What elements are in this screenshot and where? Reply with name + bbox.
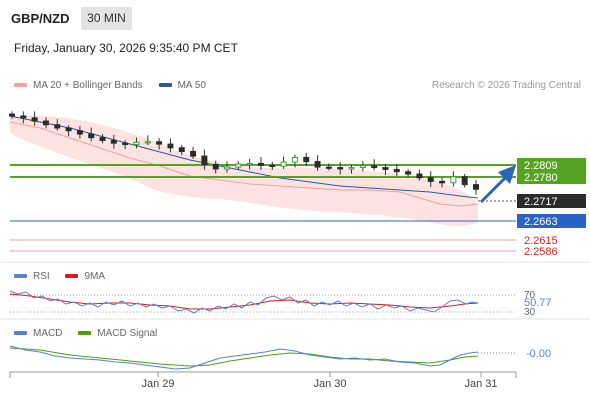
- level-box-2809: [517, 158, 586, 172]
- candle-body: [348, 167, 355, 170]
- candle-body: [167, 143, 174, 149]
- candle-body: [337, 167, 344, 170]
- candle-body: [461, 176, 468, 186]
- candle-body: [31, 117, 38, 122]
- legend-rsi-label: RSI: [33, 271, 50, 282]
- candle-body: [54, 124, 61, 129]
- candle-body: [314, 161, 321, 168]
- legend-9ma: 9MA: [65, 271, 105, 282]
- candle-body: [371, 165, 378, 169]
- macd-signal-line: [9, 347, 479, 367]
- candle-body: [257, 162, 264, 166]
- trend-arrow-shaft: [479, 172, 511, 204]
- candle-body: [88, 133, 95, 139]
- candle-body: [178, 147, 185, 152]
- pivot-box-2663: [517, 214, 586, 228]
- rsi-tick-70: 70: [524, 290, 536, 301]
- candle-body: [201, 155, 208, 165]
- candle-body: [212, 163, 219, 170]
- candle-body: [144, 141, 151, 144]
- ma50-swatch-icon: [158, 83, 172, 88]
- support-label-2586: 2.2586: [524, 246, 558, 258]
- candle-body: [65, 127, 72, 132]
- rsi-line: [9, 290, 479, 314]
- x-label-jan31: Jan 31: [464, 378, 497, 390]
- rsi-tick-30: 30: [524, 307, 536, 318]
- level-label-2809: 2.2809: [524, 160, 558, 172]
- macd-legend: MACD MACD Signal: [14, 328, 170, 339]
- level-label-2780: 2.2780: [524, 172, 558, 184]
- candle-body: [235, 163, 242, 168]
- candles-group: [9, 111, 479, 195]
- trend-arrow-head-icon: [498, 165, 516, 184]
- candle-body: [269, 164, 276, 167]
- candle-body: [405, 171, 412, 175]
- legend-ma20-label: MA 20 + Bollinger Bands: [33, 80, 143, 91]
- legend-macd: MACD: [14, 328, 62, 339]
- macd-line: [9, 345, 479, 370]
- legend-rsi: RSI: [14, 271, 50, 282]
- candle-body: [99, 137, 106, 141]
- candle-body: [42, 120, 49, 126]
- currency-pair-title: GBP/NZD: [11, 11, 70, 26]
- rsi-legend: RSI 9MA: [14, 271, 118, 282]
- research-source: Research © 2026 Trading Central: [431, 80, 581, 91]
- rsi-9ma-line: [9, 293, 479, 310]
- pivot-label-2663: 2.2663: [524, 216, 558, 228]
- legend-ma50: MA 50: [158, 80, 206, 91]
- candle-body: [325, 166, 332, 169]
- candle-body: [190, 150, 197, 157]
- candle-body: [427, 177, 434, 182]
- x-label-jan29: Jan 29: [141, 378, 174, 390]
- macd-signal-swatch-icon: [78, 331, 92, 336]
- candle-body: [473, 184, 479, 190]
- x-label-jan30: Jan 30: [313, 378, 346, 390]
- candle-body: [156, 141, 163, 145]
- candle-body: [291, 156, 298, 163]
- candle-body: [9, 113, 15, 117]
- candle-body: [382, 167, 389, 170]
- legend-9ma-label: 9MA: [84, 271, 106, 282]
- legend-macd-label: MACD: [33, 328, 63, 339]
- candle-body: [133, 141, 140, 146]
- candle-body: [76, 130, 83, 135]
- macd-value-label: -0.00: [526, 348, 551, 360]
- candle-body: [439, 180, 446, 184]
- candle-body: [122, 142, 129, 146]
- last-price-box: [517, 194, 586, 208]
- candle-body: [246, 162, 253, 166]
- support-label-2615: 2.2615: [524, 235, 558, 247]
- candle-body: [20, 115, 27, 119]
- candle-body: [393, 168, 400, 173]
- level-box-2780: [517, 170, 586, 184]
- macd-swatch-icon: [14, 331, 27, 336]
- timeframe-badge[interactable]: 30 MIN: [81, 7, 132, 30]
- main-legend: MA 20 + Bollinger Bands MA 50: [14, 80, 219, 91]
- chart-datetime: Friday, January 30, 2026 9:35:40 PM CET: [14, 41, 238, 55]
- rsi-value-label: 50.77: [524, 297, 552, 309]
- candle-body: [359, 165, 366, 169]
- last-price-label: 2.2717: [524, 196, 558, 208]
- candle-body: [110, 139, 117, 144]
- ma20-line: [9, 121, 479, 207]
- candle-body: [224, 166, 231, 170]
- candle-body: [280, 161, 287, 167]
- legend-ma50-label: MA 50: [177, 80, 206, 91]
- candle-body: [416, 173, 423, 179]
- legend-macd-signal-label: MACD Signal: [97, 328, 158, 339]
- legend-ma20-bollinger: MA 20 + Bollinger Bands: [14, 80, 143, 91]
- legend-macd-signal: MACD Signal: [78, 328, 157, 339]
- rsi-swatch-icon: [14, 274, 27, 279]
- candle-body: [303, 156, 310, 163]
- ma20-swatch-icon: [14, 83, 27, 88]
- 9ma-swatch-icon: [65, 274, 79, 279]
- ma50-line: [9, 115, 479, 199]
- candle-body: [450, 176, 457, 184]
